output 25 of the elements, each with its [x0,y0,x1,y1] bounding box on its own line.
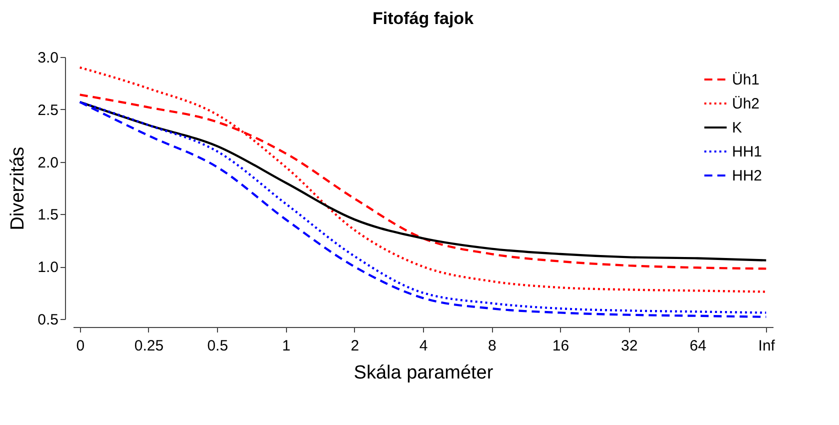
x-tick-label: 2 [350,338,360,354]
x-tick-label: 1 [282,338,290,354]
y-axis-title: Diverzitás [8,146,29,230]
x-tick-label: 0.25 [134,338,164,354]
x-tick-label: 16 [552,338,570,354]
legend-label: Üh2 [732,96,760,112]
chart-title: Fitofág fajok [372,9,474,28]
x-tick-label: 8 [488,338,496,354]
legend-label: HH1 [732,144,762,160]
x-tick-label: 64 [690,338,706,354]
legend-label: K [732,120,742,136]
x-tick-label: 32 [621,338,638,354]
legend-label: Üh1 [732,72,760,88]
x-tick-label: Inf [758,338,776,354]
y-tick-label: 0.5 [38,312,58,328]
x-tick-label: 0.5 [207,338,228,354]
y-tick-label: 2.0 [38,154,58,172]
legend-label: HH2 [732,168,762,184]
x-axis-title: Skála paraméter [354,362,494,384]
y-tick-label: 3.0 [38,50,58,66]
x-tick-label: 0 [76,338,85,354]
y-tick-label: 2.5 [38,102,58,119]
y-tick-label: 1.5 [38,206,58,224]
y-tick-label: 1.0 [38,259,58,276]
x-tick-label: 4 [419,338,428,354]
